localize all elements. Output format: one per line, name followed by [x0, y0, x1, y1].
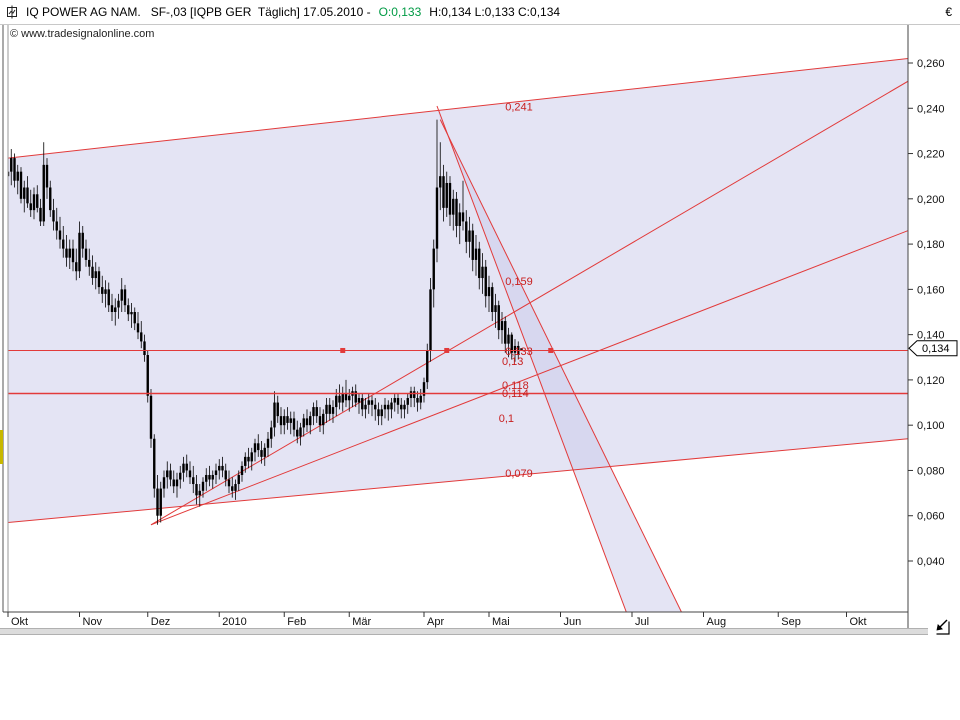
- price-annotation-label: 0,133: [505, 346, 533, 358]
- price-tick-label: 0,160: [917, 284, 945, 296]
- time-tick-label: Nov: [83, 616, 103, 628]
- instrument-name: IQ POWER AG NAM.: [26, 5, 141, 19]
- time-tick-label: Dez: [151, 616, 171, 628]
- currency-label: €: [945, 5, 952, 19]
- time-tick-label: Okt: [850, 616, 867, 628]
- scrollbar-track[interactable]: [0, 628, 929, 635]
- time-tick-label: Feb: [287, 616, 306, 628]
- price-tick-label: 0,040: [917, 556, 945, 568]
- falling-wedge-right-line[interactable]: [439, 119, 723, 697]
- price-tick-label: 0,180: [917, 239, 945, 251]
- price-annotation-label: 0,159: [505, 276, 533, 288]
- rising-channel-top-line[interactable]: [8, 57, 908, 159]
- price-annotation-label: 0,079: [505, 468, 533, 480]
- time-tick-label: Jul: [635, 616, 649, 628]
- falling-wedge-left-line[interactable]: [436, 105, 658, 697]
- left-accent-stripe: [0, 430, 3, 464]
- chart-icon: [6, 5, 18, 19]
- candlestick-series: [8, 119, 523, 525]
- time-tick-label: Okt: [11, 616, 28, 628]
- time-tick-label: Mär: [352, 616, 371, 628]
- price-annotation-label: 0,1: [499, 413, 514, 425]
- price-tick-label: 0,060: [917, 511, 945, 523]
- price-annotation-label: 0,13: [502, 356, 523, 368]
- price-annotation-label: 0,114: [502, 388, 529, 400]
- line-handle[interactable]: [548, 347, 554, 353]
- copyright-note: © www.tradesignalonline.com: [10, 28, 155, 40]
- current-price-label: 0,134: [922, 343, 950, 355]
- time-tick-label: Sep: [781, 616, 801, 628]
- hlc-values: H:0,134 L:0,133 C:0,134: [429, 5, 561, 19]
- time-tick-label: Mai: [492, 616, 510, 628]
- time-tick-label: Aug: [707, 616, 727, 628]
- price-tick-label: 0,140: [917, 330, 945, 342]
- line-handle[interactable]: [340, 347, 346, 353]
- time-tick-label: Apr: [427, 616, 444, 628]
- rising-channel-band: [8, 58, 908, 523]
- price-tick-label: 0,240: [917, 103, 945, 115]
- time-tick-label: Jun: [564, 616, 582, 628]
- instrument-details: SF-,03 [IQPB GER Täglich] 17.05.2010 -: [150, 5, 371, 19]
- price-tick-label: 0,100: [917, 420, 945, 432]
- price-tick-label: 0,260: [917, 58, 945, 70]
- price-tick-label: 0,120: [917, 375, 945, 387]
- title-bar: IQ POWER AG NAM. SF-,03 [IQPB GER Täglic…: [0, 0, 960, 25]
- line-handle[interactable]: [444, 347, 450, 353]
- corner-arrow-icon: [931, 617, 953, 637]
- price-tick-label: 0,220: [917, 149, 945, 161]
- current-price-tag: [908, 340, 958, 357]
- fan-line-1[interactable]: [150, 230, 908, 526]
- time-tick-label: 2010: [222, 616, 246, 628]
- price-annotation-label: 0,118: [502, 380, 529, 392]
- price-annotation-label: 0,241: [505, 102, 533, 114]
- price-tick-label: 0,200: [917, 194, 945, 206]
- scroll-to-end-button[interactable]: [928, 614, 956, 640]
- price-tick-label: 0,080: [917, 465, 945, 477]
- open-value: O:0,133: [378, 5, 422, 19]
